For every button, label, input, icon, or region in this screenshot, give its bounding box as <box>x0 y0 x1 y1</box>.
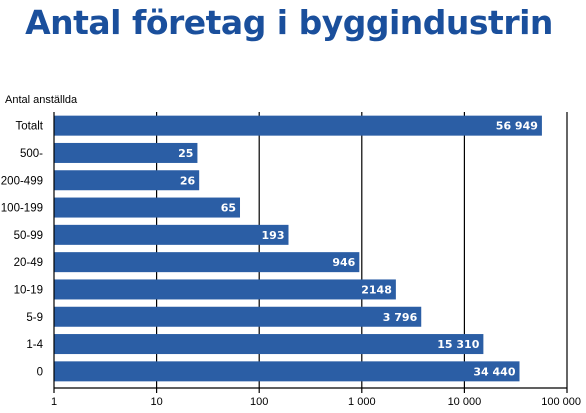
axes <box>53 112 568 393</box>
value-label-6: 2148 <box>361 283 392 296</box>
bar-6 <box>54 279 396 300</box>
category-label-7: 5-9 <box>26 312 43 324</box>
category-label-2: 200-499 <box>1 175 43 187</box>
bar-0 <box>54 115 542 136</box>
bar-3 <box>54 197 241 218</box>
value-label-5: 946 <box>332 256 355 269</box>
value-label-1: 25 <box>178 147 193 160</box>
chart-title: Antal företag i byggindustrin <box>25 3 553 42</box>
value-label-9: 34 440 <box>473 365 515 378</box>
x-tick-label-3: 1 000 <box>348 396 376 408</box>
bar-5 <box>54 252 360 273</box>
x-tick-label-0: 1 <box>51 396 57 408</box>
category-label-9: 0 <box>37 366 43 378</box>
bar-9 <box>54 361 520 382</box>
category-label-6: 10-19 <box>14 284 43 296</box>
y-axis-label: Antal anställda <box>5 94 78 106</box>
bars <box>54 115 542 382</box>
category-label-0: Totalt <box>16 121 44 133</box>
bar-8 <box>54 334 484 355</box>
category-label-3: 100-199 <box>1 203 43 215</box>
value-label-3: 65 <box>221 202 236 215</box>
category-label-5: 20-49 <box>14 257 43 269</box>
bar-1 <box>54 142 198 163</box>
x-tick-label-2: 100 <box>250 396 268 408</box>
value-label-7: 3 796 <box>383 311 418 324</box>
x-tick-label-4: 10 000 <box>448 396 482 408</box>
value-label-8: 15 310 <box>437 338 479 351</box>
bar-4 <box>54 224 289 245</box>
labels: Totalt 56 949 500- 25 200-499 26 100-199 65 50-9… <box>1 120 581 408</box>
x-tick-label-5: 100 000 <box>541 396 581 408</box>
category-label-1: 500- <box>20 148 43 160</box>
bar-7 <box>54 306 422 327</box>
value-label-2: 26 <box>180 174 196 187</box>
category-label-4: 50-99 <box>14 230 43 242</box>
category-label-8: 1-4 <box>26 339 43 351</box>
x-tick-label-1: 10 <box>150 396 162 408</box>
bar-2 <box>54 170 200 191</box>
value-label-0: 56 949 <box>496 120 538 133</box>
value-label-4: 193 <box>262 229 285 242</box>
